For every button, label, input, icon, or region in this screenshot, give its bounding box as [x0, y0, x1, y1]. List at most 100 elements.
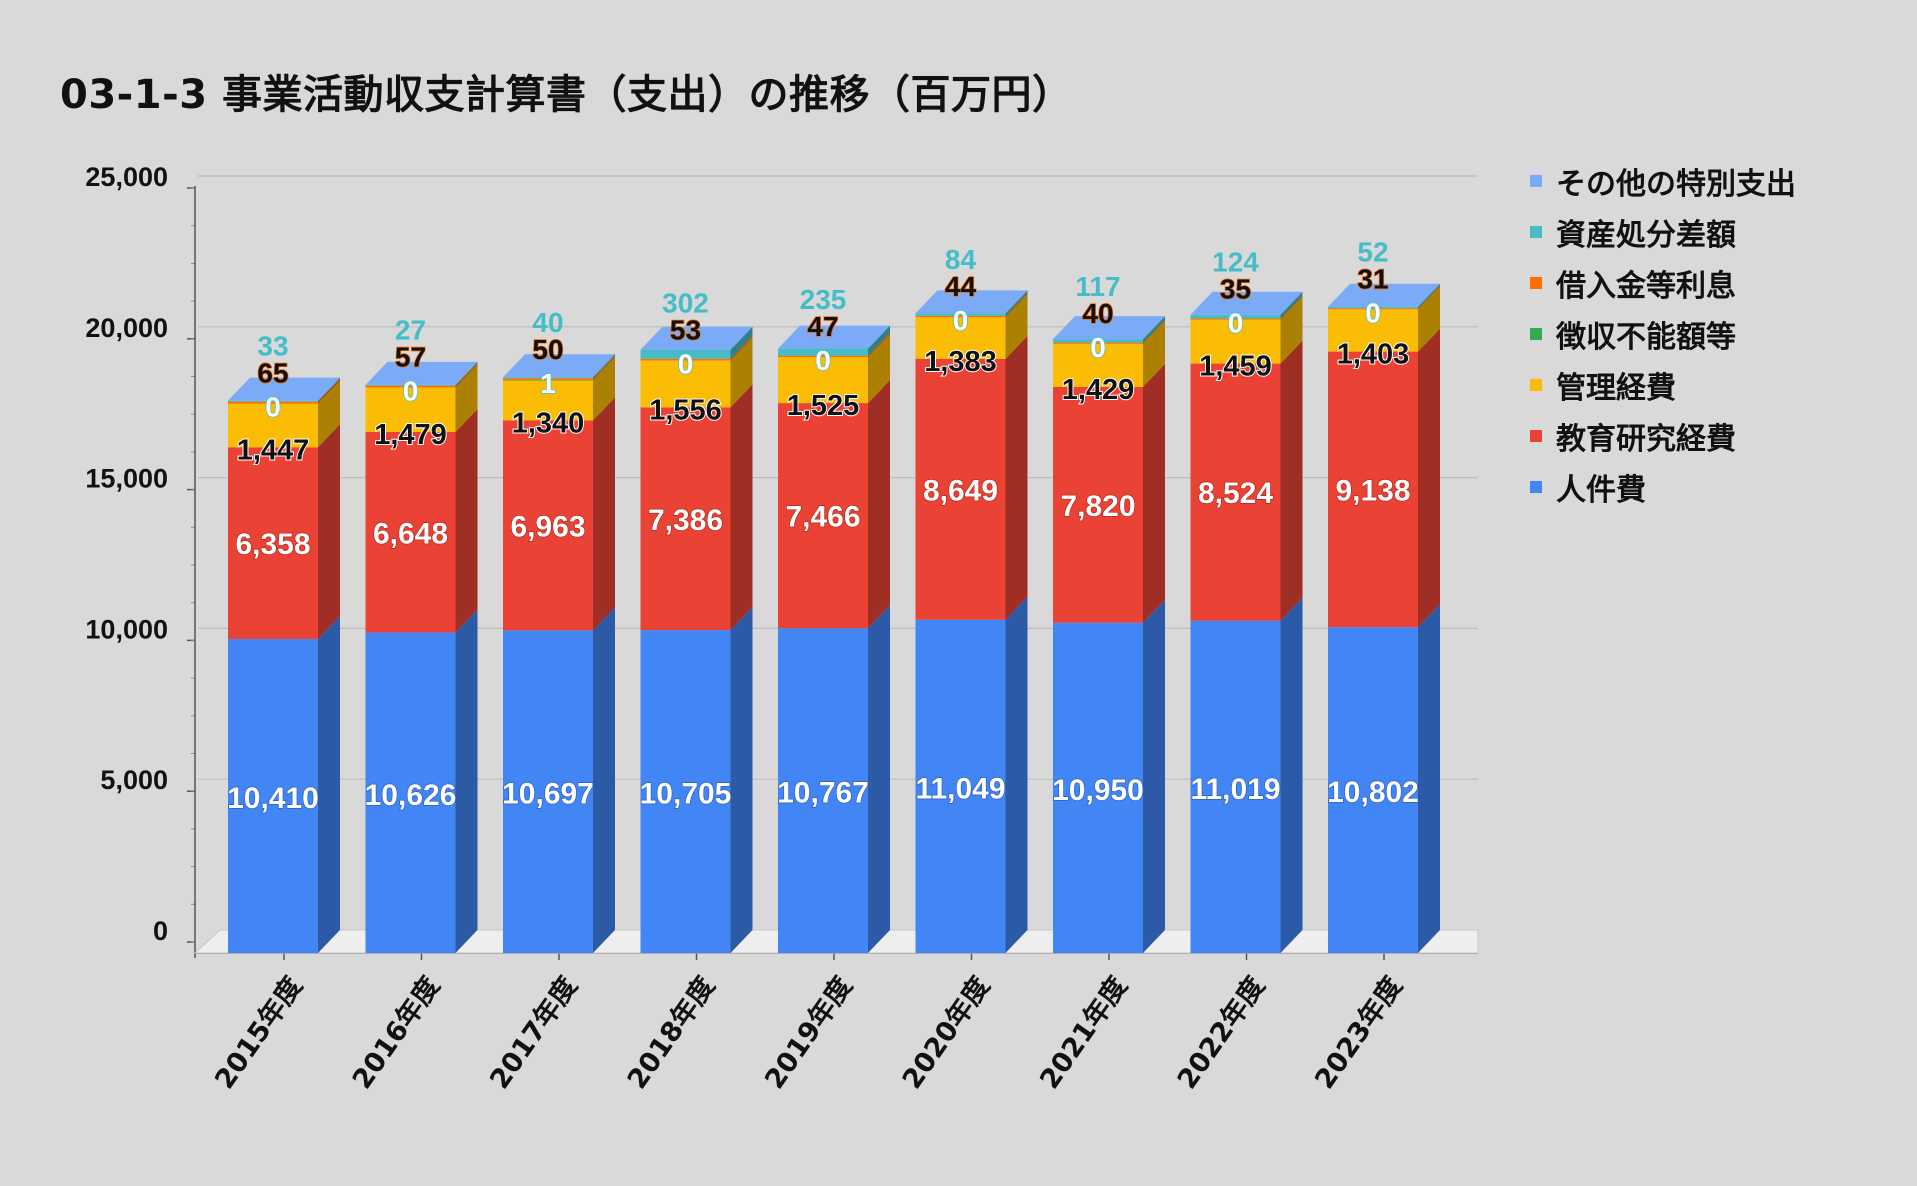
data-label: 0	[1090, 332, 1106, 363]
data-label: 0	[953, 305, 969, 336]
data-label: 10,802	[1327, 776, 1419, 809]
bar-segment-side	[455, 362, 478, 388]
data-label: 40	[1082, 298, 1113, 329]
data-label: 8,524	[1198, 477, 1273, 510]
legend-swatch	[1530, 429, 1542, 442]
data-label: 35	[1220, 274, 1251, 305]
bar-segment-front	[503, 379, 593, 381]
bar-top-face	[365, 361, 478, 385]
bar-segment-front	[915, 315, 1006, 318]
bar-segment-side	[730, 337, 753, 408]
bar-segment-side	[1418, 283, 1440, 309]
bar-segment-front	[915, 313, 1006, 316]
bar-segment-front	[503, 377, 593, 379]
data-label: 235	[800, 284, 847, 315]
data-label: 6,648	[373, 517, 448, 550]
bar-segment-side	[455, 609, 478, 953]
bar-segment-side	[455, 361, 478, 386]
legend-swatch	[1530, 378, 1542, 391]
data-label: 1,340	[512, 407, 585, 439]
bar-segment-front	[365, 387, 456, 433]
bar-top-face	[778, 325, 890, 349]
bar-segment-side	[1005, 335, 1028, 620]
bar-segment-front	[503, 420, 593, 631]
data-label: 7,820	[1060, 490, 1135, 523]
data-label: 50	[532, 334, 563, 365]
bar-segment-front	[503, 378, 593, 380]
bar-segment-side	[868, 332, 890, 358]
bar-segment-front	[1190, 318, 1281, 320]
bar-segment-side	[318, 378, 340, 404]
data-label: 11,019	[1190, 773, 1280, 806]
x-tick-label: 2017年度	[483, 971, 583, 1095]
bar-segment-side	[593, 356, 615, 380]
bar-segment-side	[318, 424, 340, 640]
data-label: 11,049	[915, 772, 1005, 805]
bar-segment-front	[640, 349, 731, 359]
bar-segment-front	[778, 357, 868, 404]
y-tick-label: 0	[153, 916, 168, 946]
data-label: 8,649	[923, 474, 998, 507]
bar-segment-front	[640, 630, 731, 953]
legend: その他の特別支出 資産処分差額 借入金等利息 徴収不能額等 管理経費 教育研究経費 人件費	[1530, 155, 1796, 512]
legend-label: 管理経費	[1556, 370, 1676, 406]
bar-segment-front	[503, 630, 593, 953]
bar-segment-side	[593, 607, 615, 953]
y-tick-label: 15,000	[85, 464, 168, 494]
bar-segment-side	[868, 605, 890, 953]
bar-segment-front	[915, 619, 1006, 953]
data-label: 1	[540, 368, 556, 399]
bar-segment-front	[228, 403, 318, 448]
bar-segment-front	[365, 384, 456, 386]
bars	[228, 283, 1440, 953]
data-label: 1,525	[787, 390, 860, 422]
bar-segment-side	[1005, 292, 1028, 318]
bar-segment-side	[318, 377, 340, 402]
legend-label: 借入金等利息	[1556, 268, 1736, 304]
bar-segment-front	[228, 447, 318, 640]
bar-segment-side	[1005, 290, 1028, 316]
bar-segment-side	[1418, 285, 1440, 310]
bar-segment-front	[1328, 308, 1418, 310]
legend-swatch	[1530, 225, 1542, 238]
data-label: 6,963	[510, 510, 585, 543]
bar-segment-side	[730, 384, 753, 631]
bar-segment-side	[1418, 604, 1440, 953]
data-label: 1,429	[1062, 374, 1135, 406]
data-label: 0	[403, 375, 419, 406]
data-label: 7,386	[648, 504, 723, 537]
bar-segment-front	[915, 358, 1006, 620]
bar-segment-front	[640, 360, 731, 408]
bar-segment-front	[1053, 386, 1143, 623]
data-label: 6,358	[235, 528, 310, 561]
x-tick-label: 2018年度	[621, 971, 721, 1095]
x-tick-label: 2022年度	[1171, 971, 1271, 1095]
bar-segment-side	[1143, 363, 1165, 623]
bar-segment-side	[1280, 597, 1303, 953]
bar-top-face	[503, 354, 615, 378]
bar-top-face	[1190, 291, 1303, 315]
bar-segment-side	[1418, 328, 1440, 628]
y-tick-label: 20,000	[85, 313, 168, 343]
bar-segment-side	[868, 334, 890, 404]
data-label: 10,410	[227, 782, 319, 815]
data-label: 117	[1075, 271, 1120, 302]
bar-segment-front	[1190, 620, 1281, 953]
bar-segment-side	[318, 616, 340, 953]
data-label: 1,403	[1337, 339, 1410, 371]
x-tick-label: 2019年度	[758, 971, 858, 1095]
legend-swatch	[1530, 276, 1542, 289]
bar-segment-side	[1418, 286, 1440, 352]
data-label: 7,466	[785, 501, 860, 534]
bar-segment-front	[228, 400, 318, 402]
legend-label: 徴収不能額等	[1556, 319, 1736, 355]
bar-segment-front	[1053, 339, 1143, 343]
bar-segment-front	[228, 401, 318, 404]
legend-swatch	[1530, 480, 1542, 493]
chart-title: 03-1-3 事業活動収支計算書（支出）の推移（百万円）	[60, 72, 1073, 118]
bar-segment-front	[1053, 343, 1143, 387]
data-label: 57	[395, 341, 426, 372]
x-tick-label: 2021年度	[1033, 971, 1133, 1095]
data-label: 40	[532, 307, 563, 338]
